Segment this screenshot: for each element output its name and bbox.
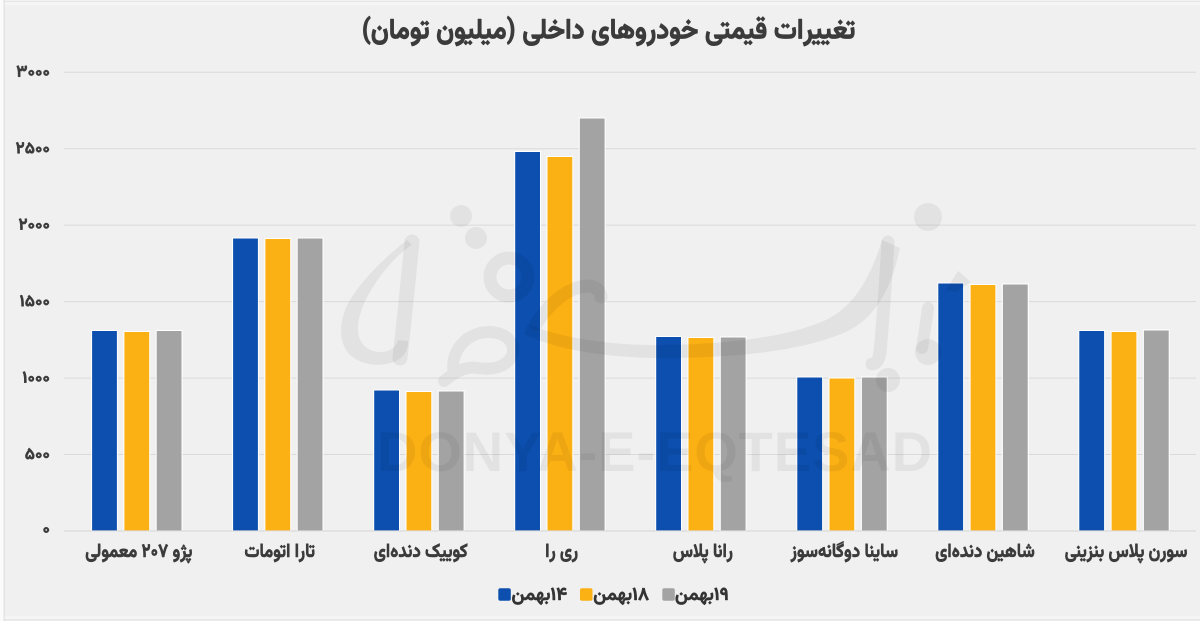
svg-text:DONYA-E-EQTESAD: DONYA-E-EQTESAD <box>377 420 933 483</box>
